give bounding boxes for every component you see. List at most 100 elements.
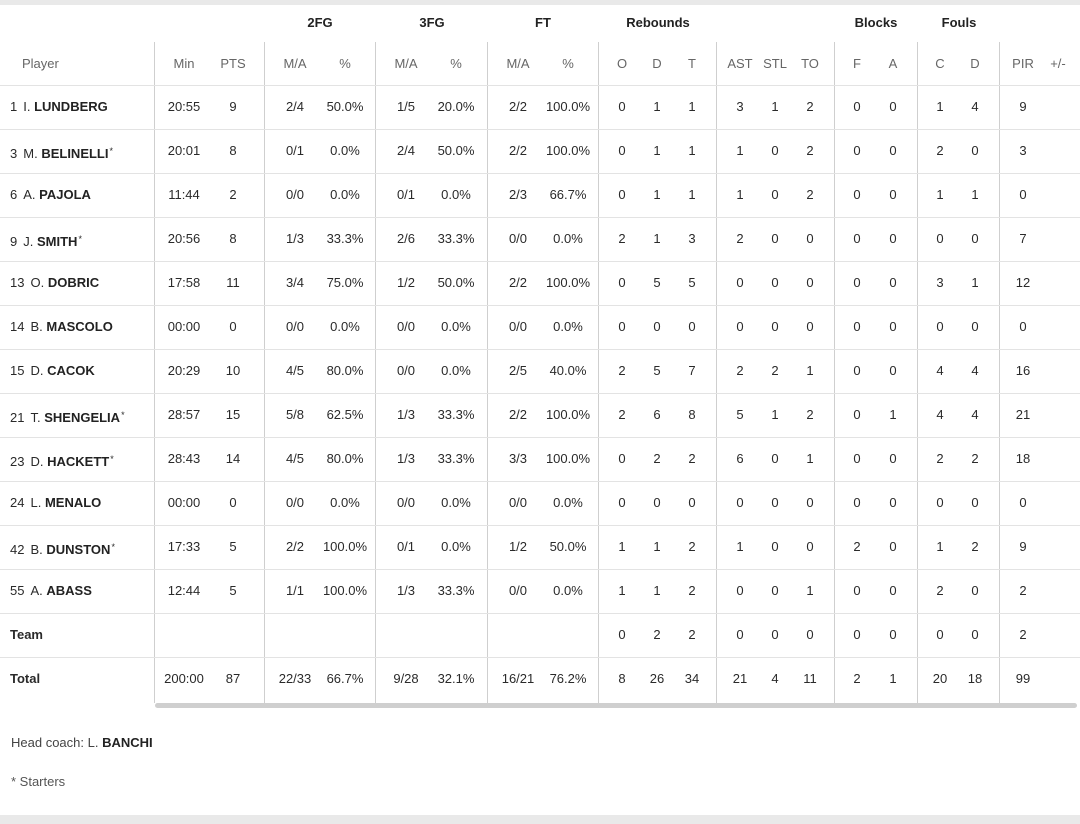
- stat-cell-blk-f: 0: [853, 275, 861, 290]
- column-header-pm: +/-: [1050, 56, 1066, 71]
- column-header-foul-c: C: [935, 56, 945, 71]
- player-initial: L.: [30, 495, 42, 510]
- group-header-3fg: 3FG: [419, 15, 445, 30]
- table-row: 23 D. HACKETT* 28:43 14 4/5 80.0% 1/3 33.3% 3/3 1…: [0, 437, 1080, 481]
- stat-cell-min: 28:43: [167, 451, 201, 466]
- stat-cell-ft-ma: 2/3: [508, 187, 528, 202]
- stat-cell-pts: 8: [229, 143, 237, 158]
- stat-cell-blk-a: 0: [889, 627, 897, 642]
- stat-cell-to: 2: [806, 143, 814, 158]
- stat-cell-ast: 2: [736, 231, 744, 246]
- player-number: 3: [10, 146, 18, 161]
- player-name[interactable]: ABASS: [46, 583, 92, 598]
- column-header-blk-a: A: [888, 56, 898, 71]
- stat-cell-fg2-pct: 33.3%: [326, 231, 364, 246]
- player-name[interactable]: MASCOLO: [46, 319, 113, 334]
- player-name[interactable]: SMITH: [36, 234, 78, 249]
- stat-cell-fg3-ma: 2/4: [396, 143, 416, 158]
- player-number: 42: [10, 542, 25, 557]
- stat-cell-fg2-pct: 0.0%: [330, 187, 360, 202]
- stat-cell-fg2-pct: 0.0%: [330, 495, 360, 510]
- player-name[interactable]: PAJOLA: [39, 187, 91, 202]
- column-header-blk-f: F: [853, 56, 861, 71]
- player-number: 15: [10, 363, 25, 378]
- stat-cell-blk-f: 0: [853, 143, 861, 158]
- player-cell: 55 A. ABASS: [10, 569, 92, 613]
- stat-cell-reb-o: 0: [618, 319, 626, 334]
- stat-cell-fg2-pct: 66.7%: [326, 671, 364, 686]
- stat-cell-fg3-ma: 1/2: [396, 275, 416, 290]
- stat-cell-to: 1: [806, 451, 814, 466]
- column-divider: [487, 42, 488, 703]
- stat-cell-ft-pct: 66.7%: [549, 187, 587, 202]
- stat-cell-fg2-ma: 4/5: [285, 363, 305, 378]
- stat-cell-reb-d: 5: [653, 275, 661, 290]
- stat-cell-fg3-ma: 0/0: [396, 319, 416, 334]
- stat-cell-reb-t: 8: [688, 407, 696, 422]
- player-name[interactable]: DOBRIC: [47, 275, 100, 290]
- stat-cell-to: 0: [806, 627, 814, 642]
- stat-cell-fg3-pct: 50.0%: [437, 143, 475, 158]
- stat-cell-ft-pct: 0.0%: [553, 583, 583, 598]
- stat-cell-min: 00:00: [167, 495, 201, 510]
- group-header-ft: FT: [535, 15, 551, 30]
- stat-cell-ft-ma: 0/0: [508, 583, 528, 598]
- player-name[interactable]: HACKETT: [47, 454, 110, 469]
- table-row: 24 L. MENALO 00:00 0 0/0 0.0% 0/0 0.0% 0/0 0.0% 0 0…: [0, 481, 1080, 525]
- player-initial: A.: [23, 187, 36, 202]
- stat-cell-fg3-pct: 0.0%: [441, 187, 471, 202]
- stat-cell-foul-d: 4: [971, 407, 979, 422]
- stat-cell-stl: 1: [771, 407, 779, 422]
- player-number: 23: [10, 454, 25, 469]
- stat-cell-ast: 6: [736, 451, 744, 466]
- row-divider: [0, 481, 1080, 482]
- player-number: 6: [10, 187, 18, 202]
- column-divider: [598, 42, 599, 703]
- starter-mark: *: [78, 234, 82, 244]
- stat-cell-reb-t: 3: [688, 231, 696, 246]
- stat-cell-reb-t: 2: [688, 451, 696, 466]
- player-name[interactable]: CACOK: [47, 363, 95, 378]
- stat-cell-foul-d: 0: [971, 495, 979, 510]
- column-divider: [834, 42, 835, 703]
- player-name[interactable]: DUNSTON: [46, 542, 111, 557]
- player-name[interactable]: MENALO: [44, 495, 102, 510]
- stat-cell-blk-a: 0: [889, 275, 897, 290]
- stat-cell-ft-ma: 3/3: [508, 451, 528, 466]
- stat-cell-fg3-pct: 0.0%: [441, 319, 471, 334]
- stat-cell-blk-f: 0: [853, 583, 861, 598]
- stat-cell-fg2-pct: 100.0%: [322, 583, 368, 598]
- stat-cell-min: 20:55: [167, 99, 201, 114]
- stat-cell-ft-ma: 16/21: [501, 671, 535, 686]
- stat-cell-fg2-ma: 2/2: [285, 539, 305, 554]
- stat-cell-blk-f: 2: [853, 539, 861, 554]
- stat-cell-blk-a: 1: [889, 671, 897, 686]
- player-name[interactable]: SHENGELIA: [44, 410, 121, 425]
- stat-cell-pir: 18: [1015, 451, 1031, 466]
- column-divider: [917, 42, 918, 703]
- stat-cell-pts: 8: [229, 231, 237, 246]
- stat-cell-to: 1: [806, 363, 814, 378]
- column-divider: [716, 42, 717, 703]
- player-initial: T.: [30, 410, 41, 425]
- stat-cell-blk-a: 0: [889, 143, 897, 158]
- horizontal-scrollbar[interactable]: [155, 703, 1077, 708]
- stat-cell-reb-o: 1: [618, 583, 626, 598]
- stat-cell-stl: 0: [771, 143, 779, 158]
- stat-cell-to: 2: [806, 407, 814, 422]
- stat-cell-reb-t: 7: [688, 363, 696, 378]
- stat-cell-fg2-pct: 62.5%: [326, 407, 364, 422]
- stat-cell-blk-a: 0: [889, 583, 897, 598]
- player-cell: 9 J. SMITH*: [10, 217, 82, 261]
- player-name[interactable]: BELINELLI: [41, 146, 109, 161]
- player-name[interactable]: LUNDBERG: [34, 99, 108, 114]
- stat-cell-foul-d: 2: [971, 539, 979, 554]
- player-initial: O.: [30, 275, 45, 290]
- stat-cell-ft-ma: 0/0: [508, 319, 528, 334]
- stat-cell-reb-d: 1: [653, 99, 661, 114]
- player-initial: B.: [30, 542, 43, 557]
- stat-cell-reb-o: 8: [618, 671, 626, 686]
- stat-cell-blk-f: 0: [853, 627, 861, 642]
- team-label: Team: [10, 627, 43, 642]
- stat-cell-ft-pct: 100.0%: [545, 275, 591, 290]
